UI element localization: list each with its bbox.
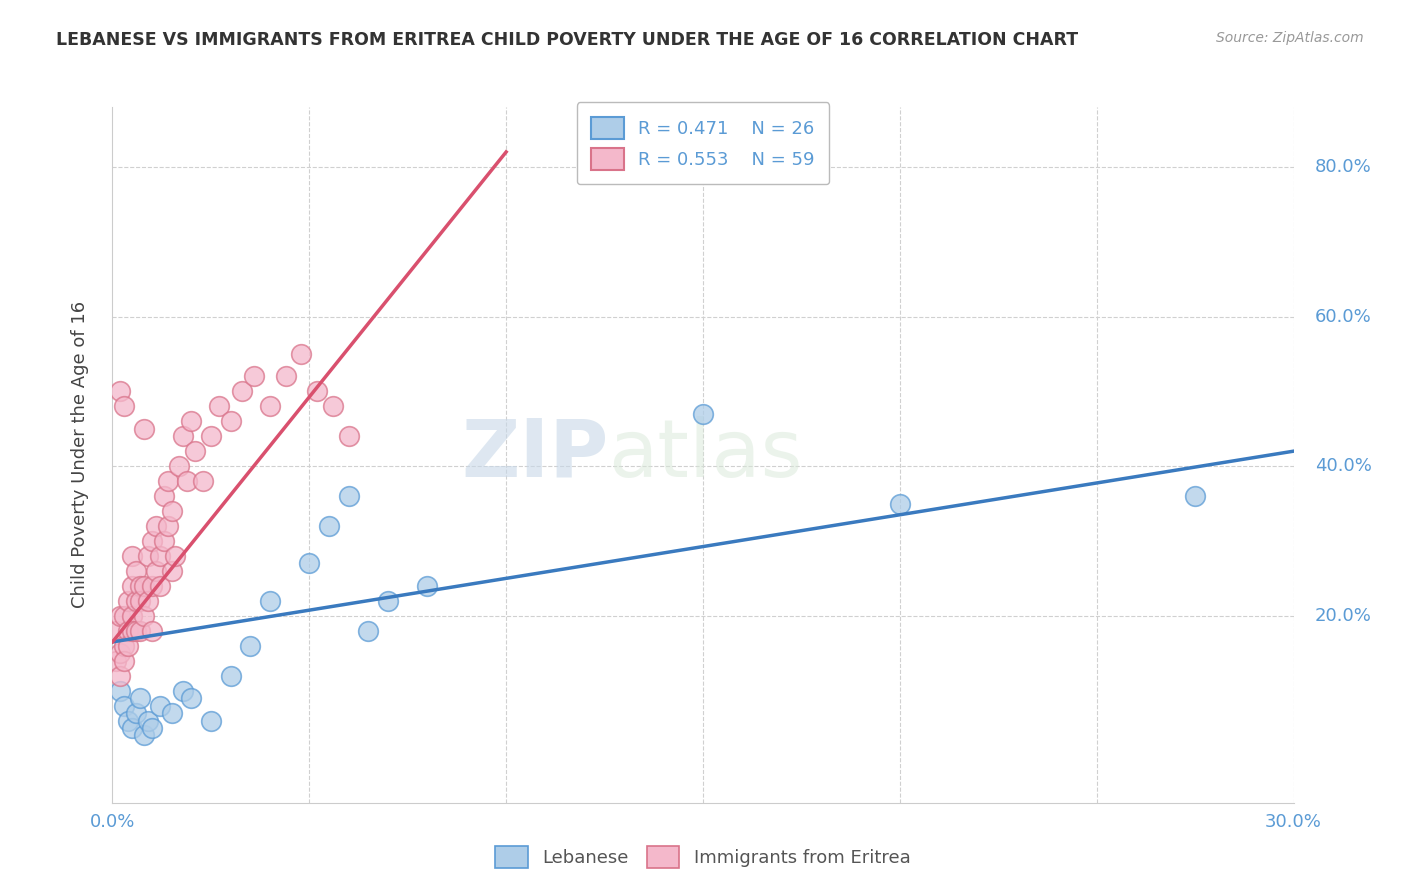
Point — [322, 399, 344, 413]
Point — [112, 639, 135, 653]
Point — [337, 489, 360, 503]
Point — [125, 594, 148, 608]
Point — [136, 594, 159, 608]
Point — [180, 414, 202, 428]
Point — [117, 639, 139, 653]
Point — [121, 579, 143, 593]
Point — [132, 422, 155, 436]
Legend: Lebanese, Immigrants from Eritrea: Lebanese, Immigrants from Eritrea — [486, 838, 920, 877]
Point — [136, 714, 159, 728]
Point — [357, 624, 380, 638]
Point — [156, 519, 179, 533]
Point — [112, 608, 135, 623]
Point — [129, 691, 152, 706]
Text: 20.0%: 20.0% — [1315, 607, 1371, 624]
Point — [149, 579, 172, 593]
Text: LEBANESE VS IMMIGRANTS FROM ERITREA CHILD POVERTY UNDER THE AGE OF 16 CORRELATIO: LEBANESE VS IMMIGRANTS FROM ERITREA CHIL… — [56, 31, 1078, 49]
Point — [200, 429, 222, 443]
Point — [129, 624, 152, 638]
Point — [377, 594, 399, 608]
Point — [172, 429, 194, 443]
Point — [219, 414, 242, 428]
Point — [132, 729, 155, 743]
Point — [112, 698, 135, 713]
Point — [160, 564, 183, 578]
Point — [121, 549, 143, 563]
Point — [110, 646, 132, 660]
Point — [180, 691, 202, 706]
Point — [337, 429, 360, 443]
Point — [176, 474, 198, 488]
Point — [110, 608, 132, 623]
Point — [160, 504, 183, 518]
Point — [243, 369, 266, 384]
Point — [889, 497, 911, 511]
Point — [149, 549, 172, 563]
Point — [152, 533, 174, 548]
Y-axis label: Child Poverty Under the Age of 16: Child Poverty Under the Age of 16 — [70, 301, 89, 608]
Point — [149, 698, 172, 713]
Point — [110, 683, 132, 698]
Point — [307, 384, 329, 399]
Point — [191, 474, 214, 488]
Point — [117, 624, 139, 638]
Point — [259, 594, 281, 608]
Point — [129, 579, 152, 593]
Point — [184, 444, 207, 458]
Point — [156, 474, 179, 488]
Point — [121, 721, 143, 735]
Point — [121, 608, 143, 623]
Text: atlas: atlas — [609, 416, 803, 494]
Text: 40.0%: 40.0% — [1315, 457, 1371, 475]
Text: 80.0%: 80.0% — [1315, 158, 1371, 176]
Point — [141, 533, 163, 548]
Point — [125, 564, 148, 578]
Point — [132, 579, 155, 593]
Point — [169, 459, 191, 474]
Point — [259, 399, 281, 413]
Point — [165, 549, 187, 563]
Point — [416, 579, 439, 593]
Point — [318, 519, 340, 533]
Point — [110, 668, 132, 682]
Point — [110, 384, 132, 399]
Point — [125, 624, 148, 638]
Point — [239, 639, 262, 653]
Text: ZIP: ZIP — [461, 416, 609, 494]
Point — [231, 384, 253, 399]
Point — [152, 489, 174, 503]
Point — [105, 624, 128, 638]
Point — [117, 714, 139, 728]
Point — [290, 347, 312, 361]
Point — [117, 594, 139, 608]
Point — [172, 683, 194, 698]
Point — [121, 624, 143, 638]
Text: 60.0%: 60.0% — [1315, 308, 1371, 326]
Point — [141, 579, 163, 593]
Point — [274, 369, 297, 384]
Point — [141, 721, 163, 735]
Point — [208, 399, 231, 413]
Point — [692, 407, 714, 421]
Point — [200, 714, 222, 728]
Point — [132, 608, 155, 623]
Point — [145, 519, 167, 533]
Point — [105, 654, 128, 668]
Text: Source: ZipAtlas.com: Source: ZipAtlas.com — [1216, 31, 1364, 45]
Point — [145, 564, 167, 578]
Point — [219, 668, 242, 682]
Point — [298, 557, 321, 571]
Point — [112, 399, 135, 413]
Point — [125, 706, 148, 720]
Point — [1184, 489, 1206, 503]
Point — [160, 706, 183, 720]
Point — [112, 654, 135, 668]
Point — [129, 594, 152, 608]
Point — [141, 624, 163, 638]
Point — [136, 549, 159, 563]
